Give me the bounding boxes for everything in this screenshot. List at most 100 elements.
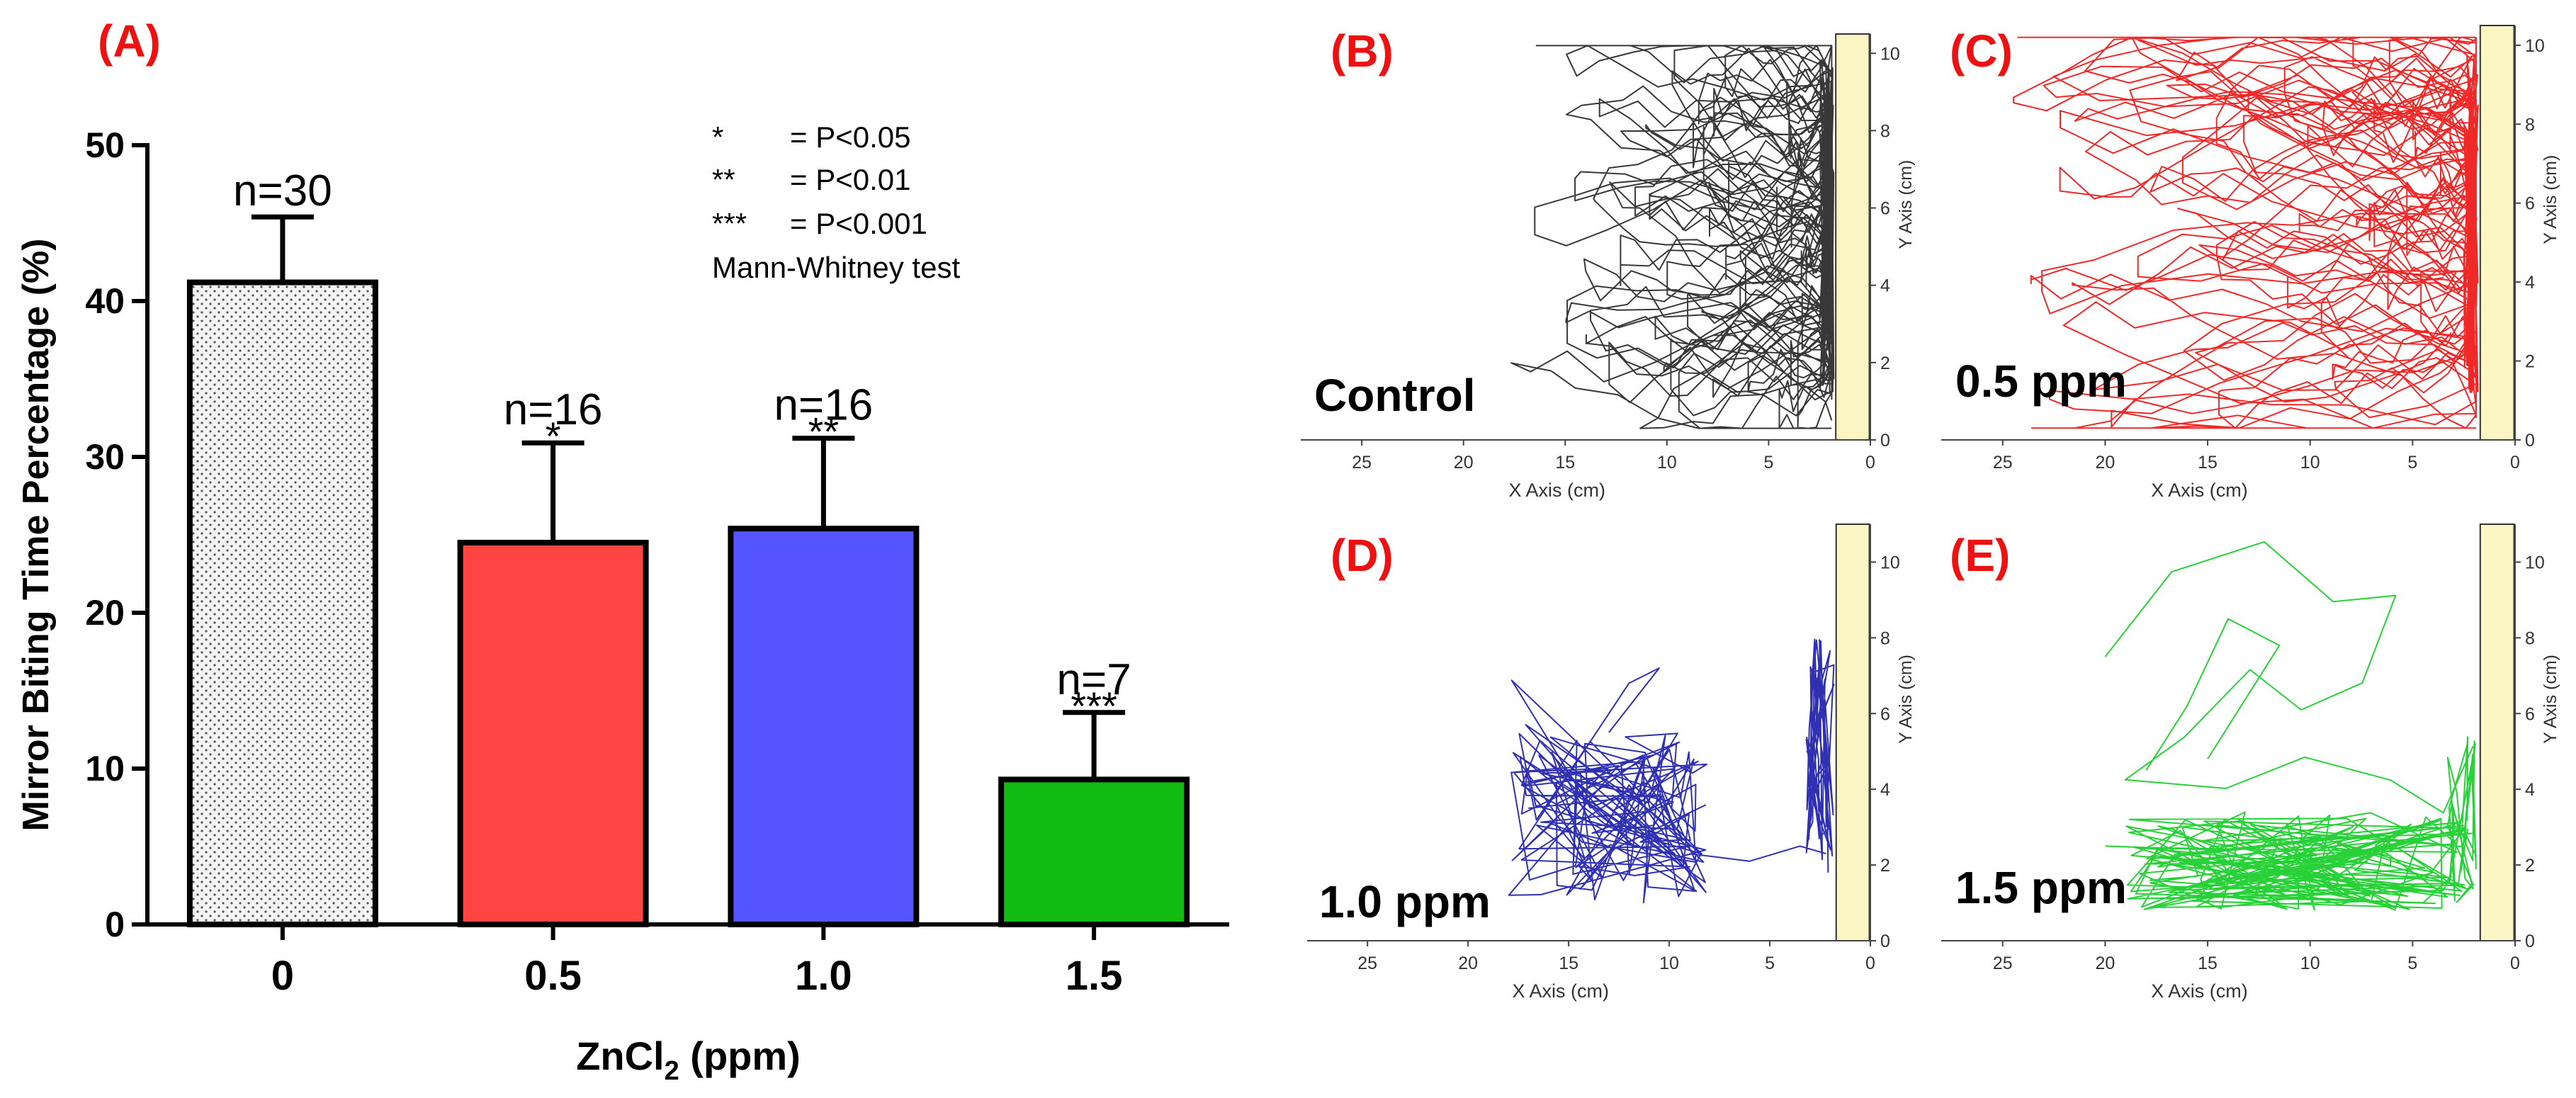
y-tick-label: 4 (1880, 276, 1890, 296)
x-tick-label: 15 (2198, 953, 2218, 973)
y-axis-label: Y Axis (cm) (1896, 655, 1916, 744)
legend-symbol-1: * (712, 120, 723, 154)
y-axis-ticks: 0 10 20 30 40 50 (85, 125, 147, 944)
y-tick-label: 8 (2525, 628, 2535, 648)
x-tick-label: 5 (1763, 453, 1773, 472)
y-tick-label: 0 (2525, 431, 2535, 451)
x-axis-label: X Axis (cm) (1509, 480, 1606, 501)
n-labels: n=30 n=16 n=16 n=7 (233, 166, 1131, 704)
panel-label-b: (B) (1331, 26, 1394, 77)
x-tick-label: 25 (1993, 953, 2013, 973)
x-tick-label: 15 (2198, 453, 2218, 472)
bar-0 (186, 279, 378, 928)
bar-0.5 (457, 540, 649, 927)
treatment-label: 1.5 ppm (1955, 862, 2127, 913)
x-tick-label: 5 (2407, 453, 2417, 472)
y-tick-label: 20 (85, 593, 125, 633)
legend-text-2: = P<0.01 (790, 163, 910, 196)
x-axis-label: X Axis (cm) (2151, 480, 2248, 501)
mirror-strip (2479, 523, 2515, 941)
y-tick-label: 10 (1880, 44, 1900, 64)
y-tick-label: 6 (1880, 199, 1890, 219)
significance-mark: ** (808, 409, 840, 454)
x-tick-label: 20 (1458, 953, 1478, 973)
panel-label-e: (E) (1950, 530, 2010, 581)
y-tick-label: 0 (105, 905, 125, 944)
swim-trajectory (1510, 45, 1835, 429)
y-axis-label: Y Axis (cm) (2541, 655, 2560, 744)
y-tick-label: 2 (1880, 353, 1890, 373)
y-axis-label: Y Axis (cm) (1896, 160, 1916, 249)
y-tick-label: 6 (1880, 704, 1890, 724)
x-tick-label: 10 (1659, 953, 1679, 973)
swim-trajectory (1508, 638, 1835, 904)
legend-symbol-2: ** (712, 163, 735, 196)
swim-trajectory (2104, 540, 2478, 911)
y-tick-label: 8 (1880, 121, 1890, 141)
x-tick-label: 10 (2300, 453, 2320, 472)
treatment-label: 1.0 ppm (1319, 876, 1491, 927)
y-tick-label: 50 (85, 125, 125, 165)
x-tick-label: 15 (1555, 453, 1575, 472)
legend-note: Mann-Whitney test (712, 251, 960, 284)
y-tick-label: 10 (85, 749, 125, 788)
y-tick-label: 6 (2525, 194, 2535, 214)
bar-1.5 (998, 776, 1190, 928)
y-tick-label: 0 (1880, 932, 1890, 951)
legend-text-1: = P<0.05 (790, 120, 910, 154)
x-tick-label: 0 (1865, 453, 1875, 472)
trajectory-panel-0-5-ppm: 25 20 15 10 5 0 X Axis (cm) 0 2 4 6 8 10 Y Axis (cm) 0… (1941, 25, 2560, 501)
y-tick-label: 2 (1880, 856, 1890, 876)
x-tick-label: 10 (1657, 453, 1677, 472)
trajectory-panel-1-5-ppm: 25 20 15 10 5 0 X Axis (cm) 0 2 4 6 8 10 Y Axis (cm) 1… (1941, 523, 2560, 1002)
n-label: n=7 (1057, 655, 1131, 704)
y-tick-label: 6 (2525, 704, 2535, 724)
x-tick-label: 25 (1357, 953, 1377, 973)
legend-text-3: = P<0.001 (790, 207, 927, 240)
mirror-strip (1835, 523, 1870, 941)
x-tick-label: 0 (1865, 953, 1875, 973)
y-tick-label: 10 (1880, 553, 1900, 572)
n-label: n=30 (233, 166, 332, 215)
y-tick-label: 4 (1880, 780, 1890, 800)
x-tick-label: 0 (2510, 453, 2520, 472)
y-axis-label: Mirror Biting Time Percentage (%) (16, 239, 57, 832)
x-axis-label-subscript: 2 (665, 1056, 679, 1086)
x-tick-label: 25 (1352, 453, 1372, 472)
y-tick-label: 30 (85, 437, 125, 477)
y-axis-label: Y Axis (cm) (2541, 155, 2560, 244)
panel-label-c: (C) (1950, 26, 2013, 77)
x-tick-label: 0 (271, 953, 294, 999)
panel-label-a: (A) (98, 16, 161, 67)
panel-label-d: (D) (1331, 530, 1394, 581)
x-tick-label: 20 (2096, 453, 2115, 472)
x-tick-label: 20 (1454, 453, 1474, 472)
x-tick-label: 25 (1993, 453, 2013, 472)
y-tick-label: 40 (85, 281, 125, 321)
x-tick-label: 10 (2300, 953, 2320, 973)
trajectory-panel-1-0-ppm: 25 20 15 10 5 0 X Axis (cm) 0 2 4 6 8 10 Y Axis (cm) 1… (1307, 523, 1916, 1002)
x-tick-label: 1.0 (795, 953, 852, 999)
significance-legend: * = P<0.05 ** = P<0.01 *** = P<0.001 Man… (712, 120, 960, 284)
x-axis-label-base: ZnCl (576, 1034, 664, 1078)
mirror-strip (1835, 33, 1870, 441)
swim-trajectory (2013, 36, 2479, 429)
bar-1.0 (728, 526, 920, 927)
x-axis-ticks: 0 0.5 1.0 1.5 (271, 924, 1122, 999)
y-tick-label: 10 (2525, 36, 2545, 56)
y-tick-label: 0 (2525, 932, 2535, 951)
x-axis-label: X Axis (cm) (2151, 980, 2248, 1002)
significance-mark: * (546, 414, 561, 458)
y-tick-label: 10 (2525, 553, 2545, 572)
y-tick-label: 8 (1880, 628, 1890, 648)
x-axis-label-units: (ppm) (679, 1034, 801, 1078)
treatment-label: Control (1314, 370, 1476, 421)
y-tick-label: 0 (1880, 431, 1890, 451)
legend-symbol-3: *** (712, 207, 747, 240)
error-bars (251, 214, 1126, 780)
n-label: n=16 (774, 381, 874, 430)
x-tick-label: 15 (1559, 953, 1578, 973)
significance-marks: * ***** (546, 409, 1117, 728)
y-tick-label: 2 (2525, 856, 2535, 876)
